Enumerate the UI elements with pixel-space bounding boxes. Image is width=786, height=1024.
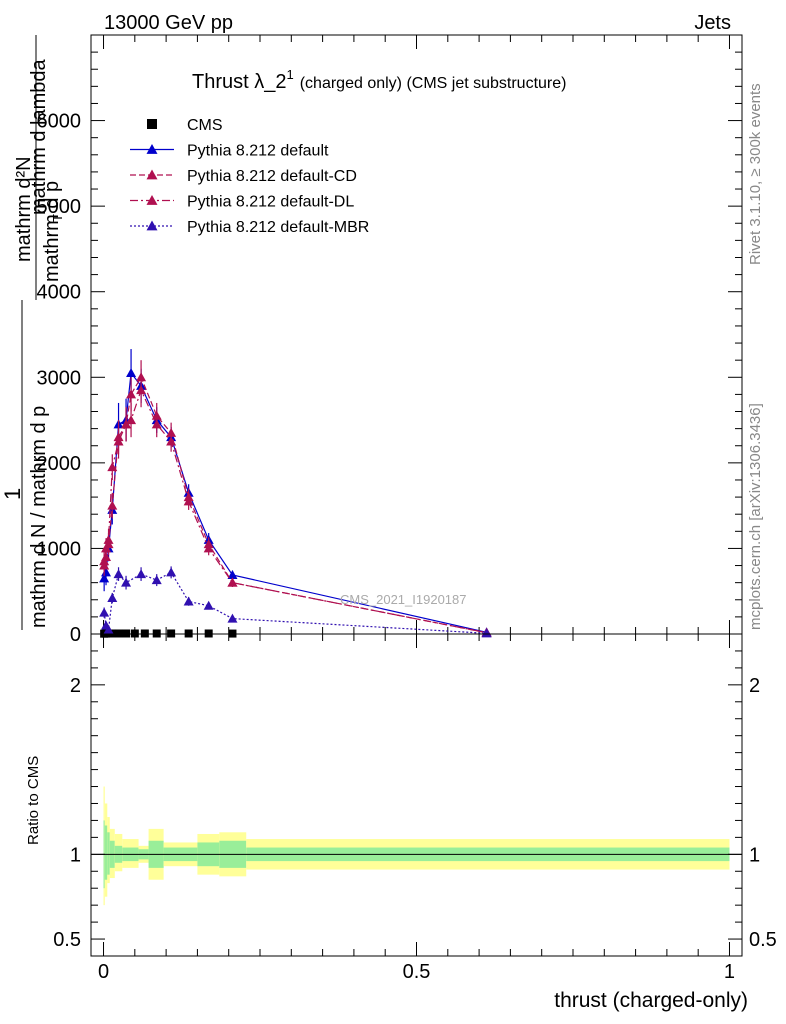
main-ytick-label: 1000 [37, 538, 82, 560]
series-point [107, 500, 118, 510]
legend-label: Pythia 8.212 default-MBR [187, 219, 369, 236]
series-point [136, 569, 147, 579]
main-ytick-label: 0 [70, 624, 81, 646]
ratio-ylabel: Ratio to CMS [25, 756, 42, 845]
series-point [481, 628, 492, 638]
legend-marker-triangle [146, 144, 158, 154]
main-ytick-label: 3000 [37, 367, 82, 389]
ratio-ytick-label: 2 [70, 675, 81, 697]
series-point [151, 419, 162, 429]
series-point [103, 624, 114, 634]
legend-marker-square [147, 119, 157, 129]
series-point [227, 569, 238, 579]
legend-item: Pythia 8.212 default [130, 143, 329, 160]
ratio-ytick-label-right: 2 [749, 675, 760, 697]
mcplots-label: mcplots.cern.ch [arXiv:1306.3436] [747, 403, 764, 630]
legend-item: Pythia 8.212 default-MBR [130, 219, 369, 236]
legend: CMS Pythia 8.212 default Pythia 8.212 defa… [130, 117, 369, 236]
series-pythia-8-212-default-dl [99, 373, 492, 637]
series-point [113, 436, 124, 446]
ylabel-upper-den: mathrm d p [41, 181, 63, 282]
ratio-xtick-label: 0 [98, 961, 109, 983]
cms-data-point [184, 629, 193, 638]
ylabel-sub: T [50, 214, 65, 222]
ratio-band-inner [104, 825, 108, 880]
ratio-bands [103, 786, 730, 906]
cms-data-point [167, 629, 176, 638]
ratio-xtick-label: 1 [724, 961, 735, 983]
x-axis-label: thrust (charged-only) [554, 989, 748, 1012]
series-point [126, 368, 137, 378]
ylabel-upper-num: mathrm d²N [13, 156, 35, 262]
series-point [121, 577, 132, 587]
main-ytick-label: 4000 [37, 282, 82, 304]
cms-data-point [140, 629, 149, 638]
ylabel-lower-den: mathrm d N / mathrm d p [28, 406, 50, 628]
series-point [99, 607, 110, 617]
legend-marker-triangle [146, 169, 158, 180]
cms-data-point [114, 629, 123, 638]
series-point [203, 600, 214, 610]
series-point [107, 462, 118, 472]
ratio-band-inner [107, 832, 110, 875]
series-point [101, 567, 112, 577]
ratio-ytick-label: 1 [70, 844, 81, 866]
legend-marker-triangle [146, 220, 158, 231]
header-left: 13000 GeV pp [104, 12, 233, 34]
chart-title-main: Thrust λ_2 [192, 71, 286, 93]
legend-label: Pythia 8.212 default-CD [187, 168, 357, 185]
cms-data-point [152, 629, 161, 638]
main-ytick-label: 2000 [37, 453, 82, 475]
legend-label: Pythia 8.212 default-DL [187, 194, 354, 211]
ylabel-upper-tail: mathrm d lambda [28, 59, 50, 215]
series-line [103, 375, 487, 634]
series-point [183, 596, 194, 606]
series-point [99, 560, 110, 570]
ratio-axis-ticks: 0.5 0.5 1 1 2 2 0 0.5 1 [53, 634, 777, 983]
cms-data-point [204, 629, 213, 638]
series-point [183, 496, 194, 506]
series-line [103, 388, 487, 634]
chart-title-sup: 1 [286, 67, 293, 82]
legend-label: CMS [187, 117, 223, 134]
series-point [227, 577, 238, 587]
series-point [227, 613, 238, 623]
series-point [113, 569, 124, 579]
legend-item: Pythia 8.212 default-CD [130, 168, 357, 185]
main-axis-ticks: 0 1000 2000 3000 4000 5000 6000 [37, 35, 742, 646]
main-ylabel: 1 mathrm d²N mathrm d p mathrm d lambda … [0, 35, 65, 630]
main-ytick-label: 6000 [37, 111, 82, 133]
legend-item: CMS [147, 117, 223, 134]
series-point [166, 567, 177, 577]
header-right: Jets [694, 12, 731, 34]
ratio-ytick-label-right: 0.5 [749, 929, 777, 951]
series-point [151, 575, 162, 585]
series-point [126, 389, 137, 399]
rivet-label: Rivet 3.1.10, ≥ 300k events [747, 83, 764, 265]
chart-title: Thrust λ_21 (charged only) (CMS jet subst… [192, 67, 566, 93]
series-point [126, 415, 137, 425]
cms-data-point [130, 629, 139, 638]
legend-marker-triangle [146, 195, 158, 205]
legend-label: Pythia 8.212 default [187, 143, 329, 160]
ratio-xtick-label: 0.5 [403, 961, 431, 983]
cms-data-point [122, 629, 131, 638]
legend-item: Pythia 8.212 default-DL [130, 194, 354, 211]
watermark: CMS_2021_I1920187 [340, 592, 467, 607]
series-point [99, 573, 110, 583]
series-point [107, 593, 118, 603]
series-point [121, 419, 132, 429]
ratio-ytick-label-right: 1 [749, 844, 760, 866]
series-point [103, 534, 114, 544]
chart-title-suffix: (charged only) (CMS jet substructure) [300, 75, 567, 92]
series-point [166, 436, 177, 446]
ratio-plot-frame [90, 633, 743, 957]
ratio-ytick-label: 0.5 [53, 929, 81, 951]
series-pythia-8-212-default-mbr [99, 566, 492, 638]
main-ytick-label: 5000 [37, 196, 82, 218]
series-point [136, 385, 147, 395]
series-point [203, 543, 214, 553]
ylabel-num: 1 [0, 488, 25, 500]
